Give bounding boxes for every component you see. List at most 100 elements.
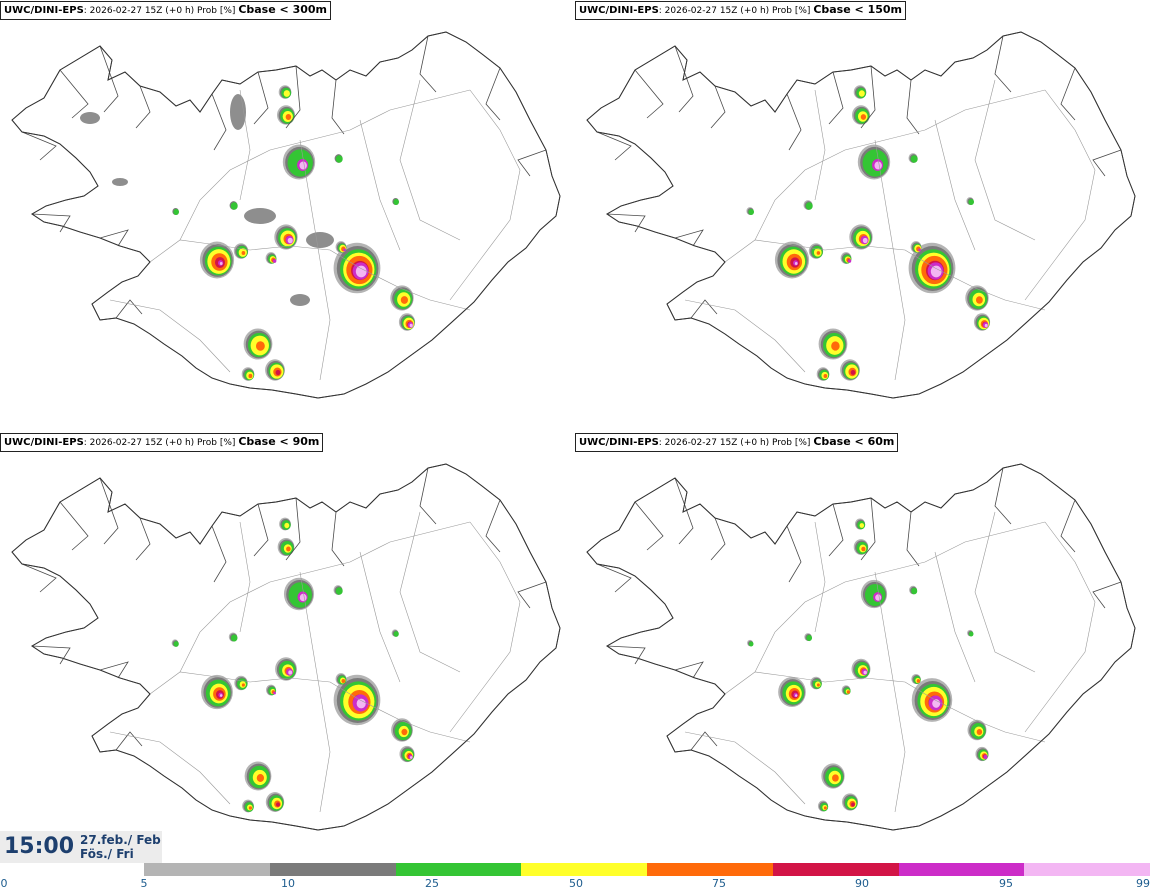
coastline [11, 31, 561, 399]
fjord-line [115, 299, 143, 319]
prob-contour-75 [823, 373, 828, 379]
probability-cell [277, 105, 295, 125]
probability-cell [911, 673, 921, 685]
fjord-line [285, 497, 301, 561]
prob-contour-25 [968, 198, 975, 206]
colorbar-segment [144, 863, 270, 876]
probability-cell [973, 313, 991, 331]
fjord-line [331, 511, 345, 567]
boundary-line [754, 89, 1046, 241]
boundary-line [874, 139, 906, 381]
probability-cell [171, 639, 179, 647]
probability-cell [228, 632, 238, 642]
probability-cell [334, 154, 343, 163]
probability-cell [282, 144, 316, 180]
prob-contour-99 [794, 262, 798, 265]
boundary-line [449, 89, 521, 301]
probability-cell [849, 224, 873, 250]
fjord-line [1092, 149, 1122, 177]
probability-cell [392, 198, 400, 206]
boundary-line [814, 521, 826, 633]
fjord-line [1060, 67, 1076, 121]
fjord-line [1060, 499, 1076, 553]
boundary-line [239, 521, 251, 633]
probability-cell [967, 719, 987, 741]
prob-contour-99 [287, 237, 293, 244]
prob-contour-99 [219, 694, 223, 697]
prob-contour-90 [275, 369, 281, 376]
probability-cell [821, 763, 845, 789]
prob-contour-10 [244, 208, 276, 224]
colorbar-tick-label: 99 [1136, 877, 1150, 890]
coastline [586, 31, 1136, 399]
fjord-line [634, 69, 664, 119]
boundary-line [934, 551, 976, 683]
prob-contour-75 [831, 341, 840, 351]
prob-contour-75 [861, 546, 866, 552]
probability-cell [975, 746, 989, 762]
boundary-line [974, 79, 1036, 241]
colorbar-tick-label: 50 [569, 877, 583, 890]
prob-contour-25 [173, 641, 179, 647]
boundary-line [299, 139, 331, 381]
prob-contour-10 [80, 112, 100, 124]
probability-cell [333, 585, 343, 595]
fjord-line [596, 131, 632, 161]
coastline [11, 463, 561, 831]
boundary-line [399, 511, 461, 673]
prob-contour-90 [851, 802, 855, 807]
boundary-line [684, 299, 806, 373]
probability-cell [278, 85, 292, 99]
model-name: UWC/DINI-EPS [4, 437, 84, 448]
fjord-line [674, 229, 704, 247]
prob-contour-95 [343, 248, 346, 252]
prob-contour-25 [393, 198, 400, 206]
prob-contour-75 [816, 251, 821, 255]
map-panel-cbase-300: UWC/DINI-EPS: 2026-02-27 15Z (+0 h) Prob… [0, 0, 575, 432]
prob-contour-75 [816, 683, 820, 687]
fjord-line [674, 45, 694, 113]
panel-title: UWC/DINI-EPS: 2026-02-27 15Z (+0 h) Prob… [0, 1, 331, 20]
fjord-line [21, 563, 57, 593]
run-info: : 2026-02-27 15Z (+0 h) Prob [%] [658, 438, 814, 448]
fjord-line [828, 503, 844, 557]
prob-contour-75 [241, 683, 245, 687]
fjord-line [285, 65, 301, 129]
fjord-line [786, 525, 802, 583]
prob-contour-99 [930, 265, 942, 278]
boundary-line [934, 119, 976, 251]
iceland-map [11, 463, 561, 831]
coastline [586, 463, 1136, 831]
colorbar-segment [647, 863, 773, 876]
prob-contour-75 [255, 341, 265, 351]
boundary-line [1024, 521, 1096, 733]
iceland-map [586, 463, 1136, 831]
colorbar-tick-label: 0 [0, 877, 8, 890]
colorbar-segment [1024, 863, 1150, 876]
prob-contour-25 [748, 641, 754, 647]
probability-cell [283, 577, 315, 611]
panel-title: UWC/DINI-EPS: 2026-02-27 15Z (+0 h) Prob… [575, 1, 906, 20]
valid-time-clock: 15:00 [4, 834, 75, 859]
prob-contour-50 [284, 522, 290, 529]
prob-contour-99 [409, 323, 413, 328]
probability-cell [778, 677, 806, 707]
probability-cell [234, 675, 248, 691]
probability-colorbar [144, 863, 1150, 876]
prob-contour-75 [401, 728, 408, 736]
probability-cell [746, 207, 755, 216]
boundary-line [754, 521, 1046, 673]
prob-contour-75 [341, 678, 346, 684]
boundary-line [724, 239, 1046, 311]
probability-cell [908, 153, 918, 163]
prob-contour-75 [846, 690, 851, 694]
fjord-line [596, 563, 632, 593]
colorbar-segment [269, 863, 396, 876]
prob-contour-10 [112, 178, 128, 186]
probability-cell [841, 793, 859, 811]
panel-title: UWC/DINI-EPS: 2026-02-27 15Z (+0 h) Prob… [0, 433, 324, 452]
boundary-line [359, 119, 401, 251]
prob-contour-50 [859, 523, 865, 528]
boundary-line [974, 511, 1036, 673]
probability-cell [810, 676, 822, 690]
